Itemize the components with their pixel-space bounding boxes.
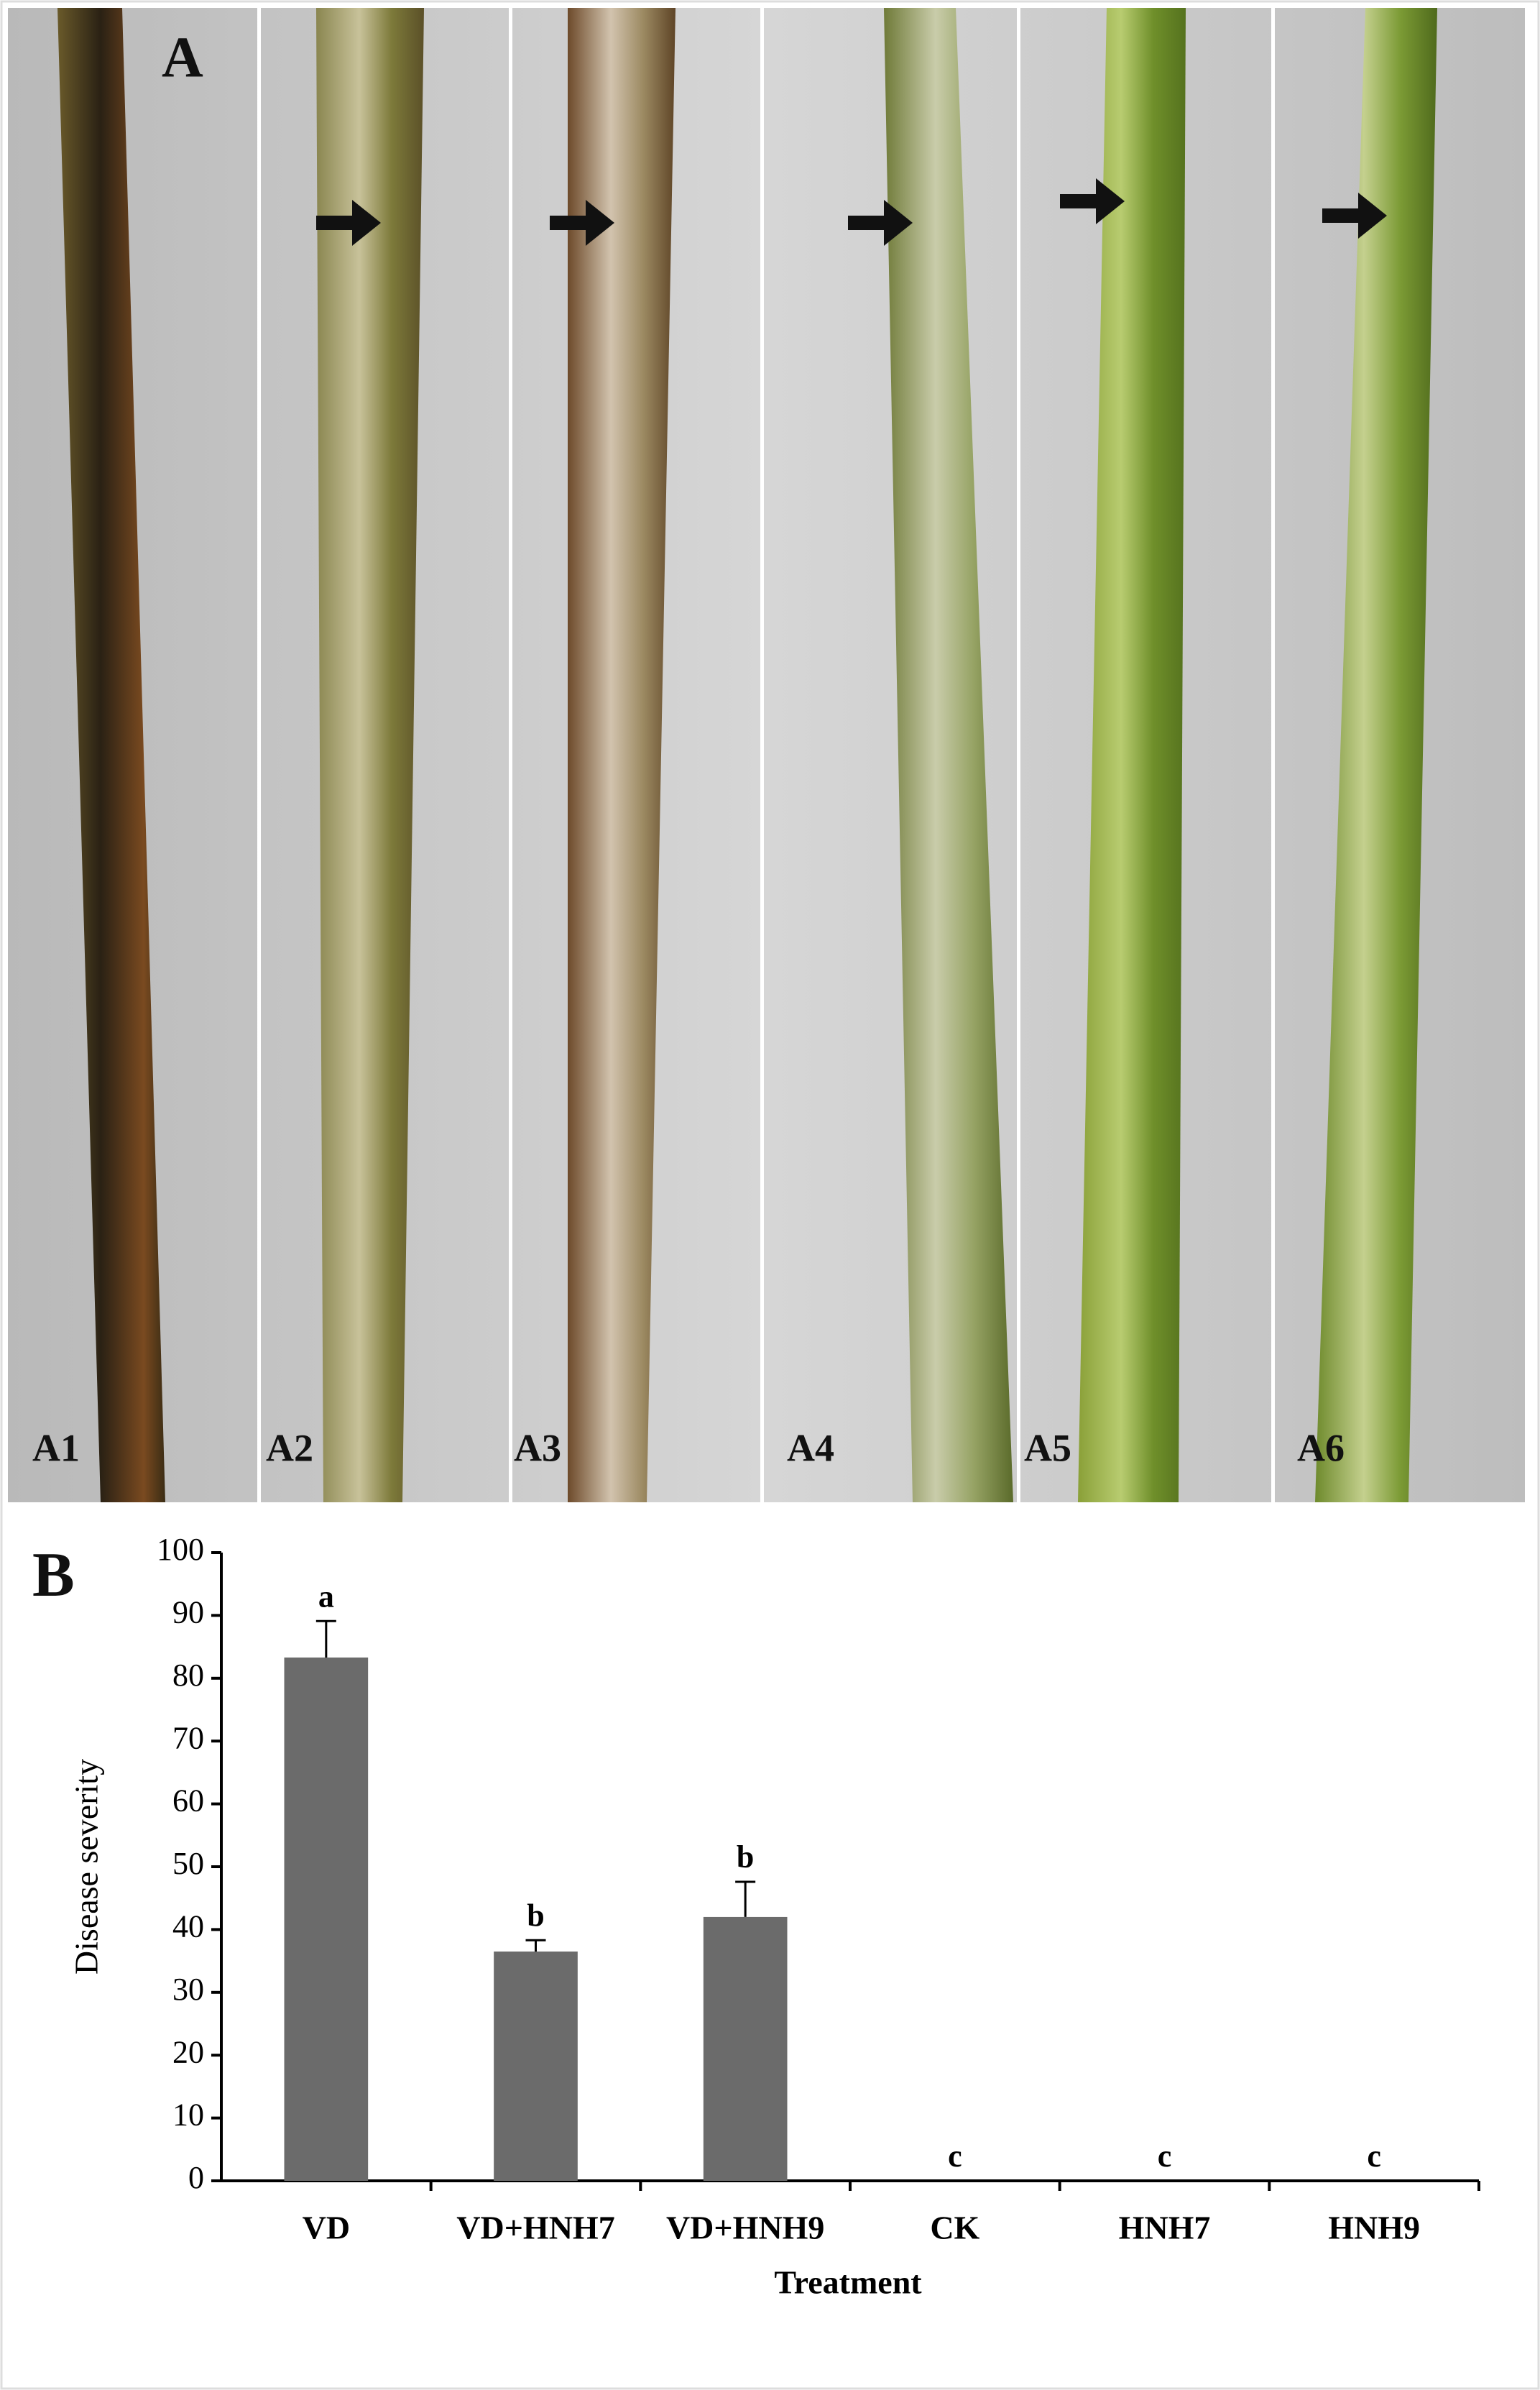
y-tick-label: 90 [172,1594,204,1630]
panel-label: A [162,26,203,89]
error-bar [525,1939,546,1952]
stem [1078,8,1186,1502]
bar [284,1657,369,2181]
arrows [316,178,1387,246]
stem [884,8,1013,1502]
significance-letter: c [1158,2138,1172,2174]
x-tick-label: VD+HNH7 [456,2210,614,2246]
subpanel-label: A5 [1024,1426,1071,1469]
x-tick-label: HNH7 [1119,2210,1211,2246]
error-bar [735,1880,756,1917]
x-tick-label: HNH9 [1328,2210,1420,2246]
significance-letter: b [737,1839,754,1875]
subpanel-label: A3 [514,1426,561,1469]
bar [703,1916,788,2181]
y-tick-label: 0 [188,2160,204,2195]
subpanel-label: A6 [1297,1426,1345,1469]
y-tick-label: 100 [157,1532,204,1567]
panel-dividers [257,8,1275,1502]
stem [568,8,676,1502]
bar [494,1951,578,2181]
y-tick-label: 80 [172,1658,204,1693]
photo-background [8,8,1525,1502]
y-tick-label: 70 [172,1720,204,1755]
significance-letter: c [948,2138,962,2174]
y-tick-label: 10 [172,2097,204,2133]
y-tick-label: 40 [172,1908,204,1944]
significance-letter: b [527,1898,544,1933]
x-tick-label: CK [930,2210,979,2246]
y-tick-label: 50 [172,1846,204,1881]
y-tick-label: 20 [172,2034,204,2069]
x-axis-label: Treatment [774,2264,922,2301]
stem [57,8,165,1502]
subpanel-label: A4 [787,1426,834,1469]
photo-panel [8,8,1525,1502]
y-tick-label: 30 [172,1972,204,2007]
significance-letter: c [1367,2138,1381,2174]
significance-letter: a [318,1578,334,1614]
subpanel-label: A1 [32,1426,80,1469]
stem [316,8,424,1502]
stem [1315,8,1437,1502]
panel-label: B [32,1540,75,1610]
error-bar [315,1619,336,1658]
x-tick-label: VD+HNH9 [666,2210,824,2246]
y-tick-label: 60 [172,1783,204,1819]
y-axis-label: Disease severity [68,1759,105,1975]
x-tick-label: VD [303,2210,350,2246]
subpanel-label: A2 [266,1426,313,1469]
